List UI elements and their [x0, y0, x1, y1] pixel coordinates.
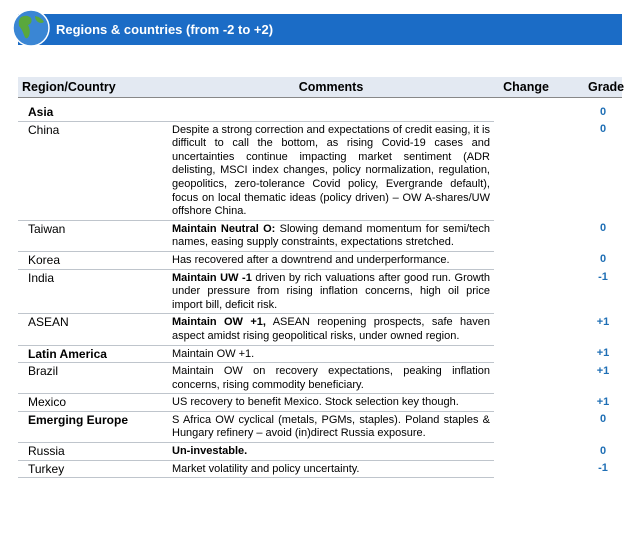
change-cell — [494, 121, 558, 220]
table-row: Turkey Market volatility and policy uncer… — [18, 460, 622, 479]
grade-cell: 0 — [599, 253, 607, 266]
change-cell — [494, 443, 558, 461]
comment-cell — [168, 104, 494, 122]
table-row: ASEAN Maintain OW +1, ASEAN reopening pro… — [18, 313, 622, 346]
comment-cell: Has recovered after a downtrend and unde… — [168, 251, 494, 270]
region-cell: Asia — [18, 104, 168, 122]
table-body: Asia 0 China Despite a strong correction an… — [18, 98, 622, 479]
comment-text: driven by rich valuations after good run… — [172, 271, 490, 311]
grade-cell: -1 — [598, 271, 608, 284]
comment-text: Slowing demand momentum for semi/tech na… — [172, 222, 490, 249]
change-cell — [494, 269, 558, 314]
comment-cell: Despite a strong correction and expectat… — [168, 121, 494, 221]
table-row: China Despite a strong correction and exp… — [18, 121, 622, 221]
grade-cell: 0 — [599, 106, 607, 118]
column-header: Grade — [558, 77, 624, 98]
table-row: Latin America Maintain OW +1. +1 — [18, 345, 622, 364]
table-row: India Maintain UW -1 driven by rich valua… — [18, 269, 622, 315]
region-cell: ASEAN — [18, 313, 168, 346]
comment-cell: S Africa OW cyclical (metals, PGMs, stap… — [168, 411, 494, 444]
region-cell: Taiwan — [18, 220, 168, 252]
table-row: Russia Un-investable. 0 — [18, 442, 622, 461]
comment-text: ASEAN reopening prospects, safe haven as… — [172, 316, 490, 342]
comment-bold: Maintain OW +1, — [172, 316, 266, 329]
grade-cell: 0 — [599, 222, 607, 235]
comment-cell: Maintain OW +1, ASEAN reopening prospect… — [168, 313, 494, 346]
comment-text: US recovery to benefit Mexico. Stock sel… — [172, 396, 459, 409]
column-header: Region/Country — [18, 77, 168, 98]
table-row: Brazil Maintain OW on recovery expectatio… — [18, 362, 622, 395]
comment-cell: Maintain Neutral O: Slowing demand momen… — [168, 220, 494, 252]
table-row: Asia 0 — [18, 104, 622, 122]
comment-text: Market volatility and policy uncertainty… — [172, 462, 360, 475]
comment-cell: Maintain UW -1 driven by rich valuations… — [168, 269, 494, 315]
table-row: Mexico US recovery to benefit Mexico. Sto… — [18, 393, 622, 412]
comment-text: Has recovered after a downtrend and unde… — [172, 253, 450, 266]
change-cell — [494, 345, 558, 363]
grade-cell: +1 — [596, 347, 610, 359]
table-row: Taiwan Maintain Neutral O: Slowing demand… — [18, 220, 622, 252]
column-header: Change — [494, 77, 558, 98]
change-cell — [494, 411, 558, 442]
comment-text: Despite a strong correction and expectat… — [172, 123, 490, 218]
region-cell: Russia — [18, 442, 168, 461]
comment-cell: Maintain OW on recovery expectations, pe… — [168, 362, 494, 395]
change-cell — [494, 220, 558, 251]
region-cell: Latin America — [18, 345, 168, 364]
change-cell — [494, 251, 558, 269]
region-cell: India — [18, 269, 168, 315]
table-row: Emerging Europe S Africa OW cyclical (met… — [18, 411, 622, 444]
header-title: Regions & countries (from -2 to +2) — [56, 22, 274, 37]
change-cell — [494, 460, 558, 478]
grade-cell: +1 — [596, 395, 610, 408]
comment-cell: Un-investable. — [168, 442, 494, 461]
comment-bold: Maintain Neutral O: — [172, 222, 276, 235]
comment-cell: US recovery to benefit Mexico. Stock sel… — [168, 393, 494, 412]
comment-text: Maintain OW +1. — [172, 347, 255, 360]
region-cell: Brazil — [18, 362, 168, 395]
comment-bold: Maintain UW -1 — [172, 271, 252, 284]
regions-table: Region/Country Comments Change Grade Asi… — [18, 77, 624, 479]
comment-text: S Africa OW cyclical (metals, PGMs, stap… — [172, 413, 490, 440]
change-cell — [494, 104, 558, 121]
comment-text: Maintain OW on recovery expectations, pe… — [172, 365, 490, 391]
region-cell: Emerging Europe — [18, 411, 168, 444]
table-row: Korea Has recovered after a downtrend and… — [18, 251, 622, 270]
globe-icon — [12, 9, 50, 47]
change-cell — [494, 394, 558, 412]
grade-cell: +1 — [596, 364, 610, 377]
region-cell: Korea — [18, 251, 168, 270]
region-cell: China — [18, 121, 168, 221]
region-cell: Turkey — [18, 460, 168, 479]
region-cell: Mexico — [18, 393, 168, 412]
column-header: Comments — [168, 77, 494, 98]
grade-cell: 0 — [599, 413, 607, 426]
change-cell — [494, 314, 558, 345]
grade-cell: +1 — [596, 315, 610, 328]
header-bar: Regions & countries (from -2 to +2) — [18, 14, 622, 45]
grade-cell: -1 — [598, 462, 608, 475]
comment-cell: Maintain OW +1. — [168, 345, 494, 364]
comment-bold: Un-investable. — [172, 445, 248, 458]
grade-cell: 0 — [599, 123, 607, 136]
grade-cell: 0 — [599, 444, 607, 457]
header-row: Region/Country Comments Change Grade — [18, 77, 624, 98]
comment-cell: Market volatility and policy uncertainty… — [168, 460, 494, 479]
change-cell — [494, 363, 558, 394]
